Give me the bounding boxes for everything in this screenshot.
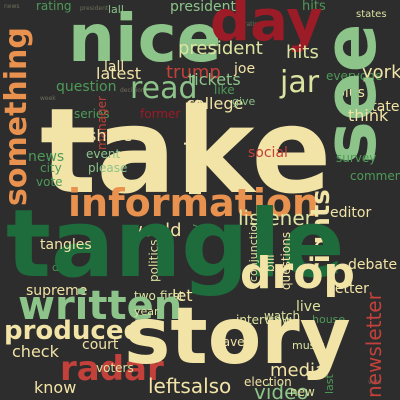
word-written: written bbox=[18, 283, 183, 329]
word-house: house bbox=[312, 313, 346, 326]
word-radar: radar bbox=[60, 349, 164, 389]
word-day: day bbox=[210, 0, 323, 54]
word-watch: watch bbox=[264, 309, 301, 323]
word-see: see bbox=[308, 23, 392, 164]
word-decision-small: decision bbox=[120, 87, 145, 94]
word-leftsalso: leftsalso bbox=[148, 374, 232, 398]
word-college: college bbox=[186, 94, 244, 113]
word-president-small: president bbox=[80, 5, 109, 12]
word-live: live bbox=[296, 299, 321, 315]
word-information: information bbox=[68, 181, 320, 225]
word-know: know bbox=[34, 378, 77, 397]
word-state: state bbox=[364, 99, 400, 115]
word-trump: trump bbox=[166, 62, 221, 83]
word-comment: comment bbox=[350, 169, 400, 183]
word-latest: latest bbox=[96, 64, 141, 83]
word-question: question bbox=[56, 79, 117, 95]
word-two: two bbox=[134, 289, 156, 303]
word-think: think bbox=[348, 106, 389, 125]
word-lall: lall bbox=[104, 59, 125, 75]
word-social: social bbox=[248, 145, 288, 161]
word-share: share bbox=[88, 126, 133, 145]
word-give: give bbox=[232, 95, 256, 108]
word-supreme: supreme bbox=[26, 283, 88, 299]
word-editor: editor bbox=[330, 205, 372, 221]
word-york: york bbox=[362, 62, 400, 83]
word-video: video bbox=[254, 380, 309, 400]
word-nice: nice bbox=[68, 0, 222, 77]
word-leave: leave bbox=[212, 335, 245, 349]
word-please: please bbox=[88, 161, 128, 175]
word-tickets: tickets bbox=[188, 70, 241, 89]
word-read: read bbox=[130, 71, 198, 106]
word-tangles: tangles bbox=[40, 237, 92, 253]
word-joe: joe bbox=[234, 61, 256, 77]
word-listener: listener bbox=[238, 206, 313, 230]
word-plus: plus bbox=[336, 85, 365, 101]
word-news: news bbox=[28, 149, 65, 165]
word-check: check bbox=[12, 342, 59, 361]
word-media: media bbox=[270, 360, 327, 381]
word-election: election bbox=[244, 375, 292, 389]
word-city: city bbox=[40, 161, 62, 175]
word-diet: diet bbox=[52, 261, 74, 274]
word-president-top: president bbox=[170, 0, 236, 15]
word-interview: interview bbox=[236, 313, 292, 327]
word-everyone: everyone bbox=[326, 69, 383, 83]
word-newsletter: newsletter bbox=[362, 292, 386, 398]
word-first: first bbox=[160, 289, 184, 303]
word-survey: survey bbox=[336, 151, 377, 165]
word-hits: hits bbox=[286, 42, 319, 63]
word-week-small: week bbox=[40, 95, 56, 102]
word-vote-small: vote bbox=[368, 379, 382, 386]
word-hits-top: hits bbox=[302, 0, 326, 14]
word-former: former bbox=[140, 107, 181, 121]
word-rating: rating bbox=[36, 0, 72, 13]
word-debate: debate bbox=[348, 257, 398, 273]
word-let: let bbox=[172, 286, 193, 305]
word-year: year bbox=[134, 305, 159, 318]
word-president: president bbox=[178, 38, 263, 59]
word-voters: voters bbox=[96, 361, 134, 375]
word-like: like bbox=[214, 83, 235, 97]
word-would: would bbox=[128, 220, 182, 241]
word-series: series bbox=[74, 107, 110, 121]
word-take: take bbox=[40, 82, 332, 220]
word-jar: jar bbox=[280, 65, 320, 100]
word-better: better bbox=[326, 281, 369, 297]
word-event: event bbox=[86, 147, 121, 161]
word-something: something bbox=[0, 27, 34, 206]
word-court: court bbox=[82, 337, 119, 353]
word-vote: vote bbox=[36, 175, 63, 189]
word-lall-top: lall bbox=[108, 3, 124, 16]
word-produced: produced bbox=[4, 316, 143, 346]
word-drop: drop bbox=[240, 248, 355, 299]
word-music: music bbox=[292, 339, 325, 352]
word-news-small: news bbox=[4, 3, 20, 10]
word-story: story bbox=[124, 292, 351, 382]
word-new: new bbox=[290, 385, 315, 399]
word-rating-small: rating bbox=[244, 21, 262, 28]
word-tangle: tangle bbox=[6, 190, 345, 299]
word-states: states bbox=[356, 9, 387, 20]
